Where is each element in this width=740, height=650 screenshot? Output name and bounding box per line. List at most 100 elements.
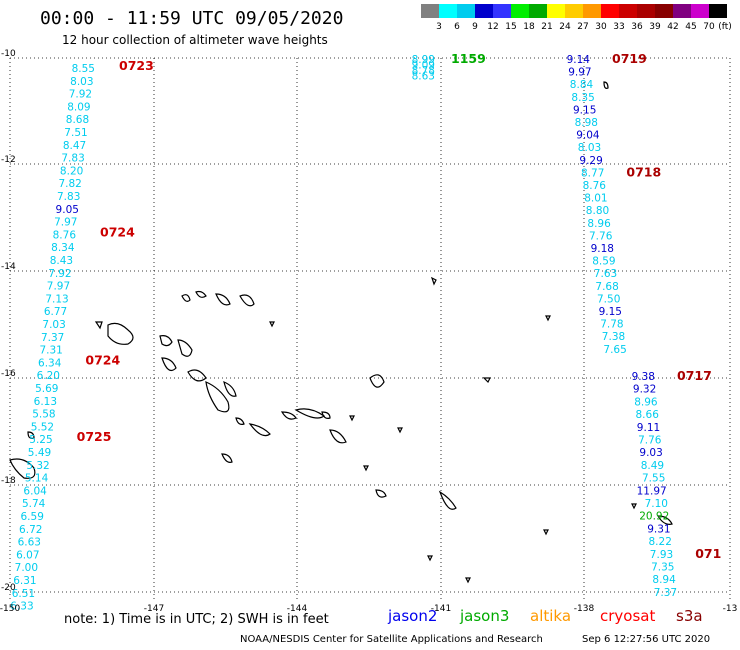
wave-height-label: 8.80 [586,205,609,217]
wave-height-label: 8.09 [67,101,90,113]
colorbar-label: 15 [505,22,517,32]
wave-height-label: 5.25 [29,434,52,446]
wave-height-label: 8.59 [592,256,615,268]
wave-height-label: 6.31 [13,575,36,587]
colorbar-swatch [493,4,511,18]
wave-height-label: 8.68 [66,114,89,126]
island-outline [195,290,207,298]
wave-height-label: 8.49 [641,460,664,472]
wave-height-label: 7.78 [600,319,623,331]
wave-height-label: 8.76 [583,180,607,192]
wave-height-label: 9.32 [633,384,656,396]
colorbar-label: 45 [685,22,697,32]
wave-height-label: 8.20 [60,165,83,177]
wave-height-label: 11.97 [637,485,667,497]
map-grid [9,57,731,600]
lon-tick-label: -144 [287,604,308,614]
credit-line: NOAA/NESDIS Center for Satellite Applica… [240,634,543,645]
island-outline [430,276,437,286]
wave-height-label: 8.94 [652,574,676,586]
colorbar-swatch [439,4,457,18]
island-outline [248,423,271,437]
wave-height-label: 9.97 [568,67,591,79]
wave-height-label: 8.99 [412,54,435,66]
wave-height-label: 7.00 [15,562,38,574]
wave-height-label: 9.03 [639,447,662,459]
pass-time-label: 0723 [119,58,154,73]
wave-height-label: 20.92 [639,511,669,523]
lat-tick-label: -14 [1,262,16,272]
lon-tick-label: -138 [574,604,595,614]
colorbar-swatch [637,4,655,18]
wave-height-label: 8.55 [72,63,95,75]
wave-height-label: 8.76 [53,229,77,241]
wave-height-label: 7.68 [595,281,618,293]
colorbar-label: 21 [541,22,553,32]
satellite-s3a: s3a [676,607,703,625]
wave-height-label: 8.77 [581,167,604,179]
satellite-cryosat: cryosat [600,607,656,625]
colorbar-swatch [709,4,727,18]
wave-height-label: 5.69 [35,383,58,395]
island-outline [9,458,36,479]
wave-height-label: 7.93 [650,549,673,561]
island-outline [482,377,491,384]
lat-tick-label: -12 [1,155,16,165]
island-outline [221,453,233,463]
colorbar-label: 24 [559,22,571,32]
island-outline [543,529,549,536]
wave-height-label: 7.82 [58,178,81,190]
colorbar-label: 18 [523,22,535,32]
wave-height-label: 7.97 [47,281,70,293]
wave-height-label: 7.92 [69,89,92,101]
wave-height-label: 9.14 [567,54,591,66]
wave-height-label: 7.76 [638,435,662,447]
wave-height-label: 7.83 [61,153,84,165]
island-outline [545,315,551,322]
colorbar-label: 6 [454,22,460,32]
pass-time-label: 071 [695,546,721,561]
lat-tick-label: -16 [1,369,16,379]
wave-height-label: 7.37 [41,332,64,344]
wave-height-label: 6.33 [10,601,33,613]
island-outline [215,293,231,306]
lat-tick-label: -18 [1,476,16,486]
wave-height-label: 8.63 [412,71,435,83]
island-outline [397,427,403,434]
island-outline [631,503,637,510]
wave-height-label: 8.01 [584,193,607,205]
lon-tick-label: -13 [723,604,738,614]
island-outline [465,577,471,584]
wave-height-label: 7.83 [57,191,80,203]
island-outline [27,431,35,439]
wave-height-label: 7.03 [42,319,65,331]
colorbar-swatch [421,4,439,18]
colorbar-swatch [475,4,493,18]
island-outline [321,411,331,419]
wave-height-label: 8.84 [570,79,594,91]
footnote: note: 1) Time is in UTC; 2) SWH is in fe… [64,612,329,627]
wave-height-label: 5.14 [25,473,49,485]
page-title: 00:00 - 11:59 UTC 09/05/2020 [40,8,344,29]
wave-height-label: 5.49 [28,447,51,459]
pass-time-label: 0724 [85,352,120,367]
wave-height-label: 9.15 [599,306,622,318]
island-outline [94,321,103,330]
wave-height-label: 6.13 [34,396,57,408]
island-outline [603,81,609,89]
colorbar-label: 36 [631,22,643,32]
island-outline [177,339,193,357]
wave-height-label: 5.74 [22,498,46,510]
wave-height-label: 7.38 [602,331,625,343]
colorbar-label: 42 [667,22,679,32]
island-outline [205,381,230,413]
island-outline [187,369,207,382]
island-outline [363,465,369,472]
colorbar-swatch [673,4,691,18]
altimeter-tracks: 8.558.037.928.098.687.518.477.838.207.82… [10,51,721,613]
island-outline [427,555,433,562]
wave-height-label: 6.59 [21,511,44,523]
colorbar-swatch [601,4,619,18]
island-outline [223,381,237,397]
page-subtitle: 12 hour collection of altimeter wave hei… [62,33,328,47]
